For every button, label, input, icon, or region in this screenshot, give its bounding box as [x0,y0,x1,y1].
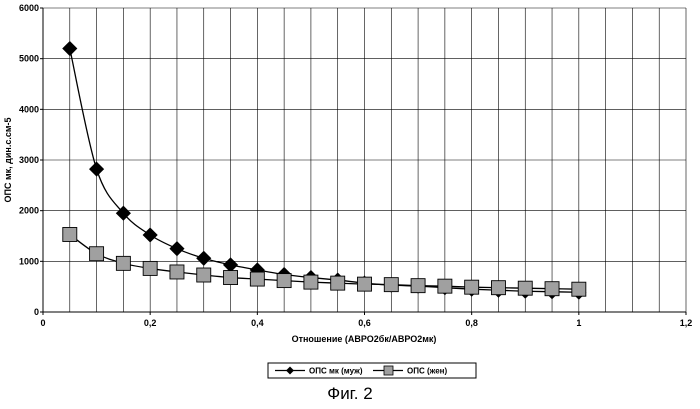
figure-caption: Фиг. 2 [0,384,700,404]
y-axis-title: ОПС мк, дин.с.см-5 [3,118,13,203]
x-tick-label: 0,4 [251,318,264,328]
y-tick-label: 3000 [19,155,39,165]
data-point-square [572,282,586,296]
y-tick-label: 6000 [19,3,39,13]
data-point-square [358,277,372,291]
x-tick-label: 1,2 [680,318,693,328]
chart: 0 1000 2000 3000 4000 5000 6000 0 0,2 0,4 0,6 0,8 1… [0,0,700,380]
x-tick-label: 0,8 [465,318,478,328]
data-point-square [197,268,211,282]
y-tick-label: 4000 [19,104,39,114]
legend: ОПС мк (муж) ОПС (жен) [268,363,476,378]
x-tick-label: 0,2 [144,318,157,328]
data-point-square [116,256,130,270]
data-point-square [411,279,425,293]
data-point-square [438,279,452,293]
data-point-square [277,274,291,288]
legend-label-male: ОПС мк (муж) [309,367,363,376]
data-point-square [250,272,264,286]
data-point-square [304,275,318,289]
x-tick-label: 0 [40,318,45,328]
y-tick-labels: 0 1000 2000 3000 4000 5000 6000 [19,3,43,317]
y-tick-label: 5000 [19,54,39,64]
x-axis-title: Отношение (АВРО2бк/АВРО2мк) [292,334,437,344]
data-point-square [545,282,559,296]
y-tick-label: 1000 [19,256,39,266]
y-tick-label: 0 [34,307,39,317]
data-point-square [384,278,398,292]
legend-label-female: ОПС (жен) [407,367,447,376]
x-tick-label: 1 [576,318,581,328]
data-point-square [170,265,184,279]
data-point-square [518,281,532,295]
x-tick-labels: 0 0,2 0,4 0,6 0,8 1 1,2 [40,312,692,328]
data-point-square [465,280,479,294]
data-point-square [63,227,77,241]
y-tick-label: 2000 [19,206,39,216]
legend-marker-square-icon [384,366,393,375]
data-point-square [491,281,505,295]
data-point-square [90,247,104,261]
data-point-square [224,271,238,285]
x-tick-label: 0,6 [358,318,371,328]
data-point-square [331,276,345,290]
data-point-square [143,261,157,275]
